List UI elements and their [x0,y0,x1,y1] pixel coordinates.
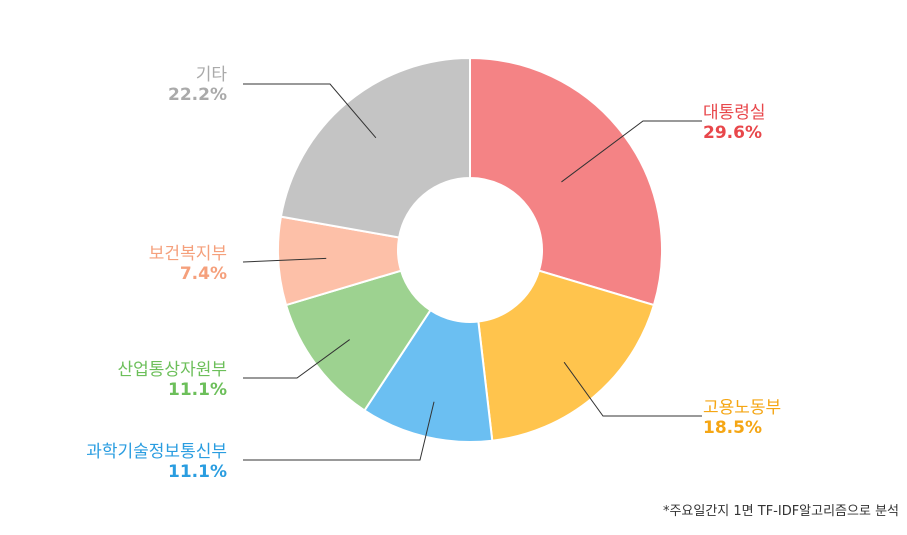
slice-label-4: 산업통상자원부 [118,360,227,380]
slice-label-2: 고용노동부 [703,398,781,418]
slice-1 [469,56,663,307]
slice-value-1: 29.6% [703,123,762,143]
slice-label-1: 대통령실 [703,103,766,123]
slice-labels: 대통령실29.6%고용노동부18.5%과학기술정보통신부11.1%산업통상자원부… [86,65,781,482]
slice-value-2: 18.5% [703,418,762,438]
slice-value-4: 11.1% [168,380,227,400]
footnote: *주요일간지 1면 TF-IDF알고리즘으로 분석 [662,504,899,519]
slice-label-6: 기타 [196,65,228,85]
donut-slices [277,56,663,443]
slice-label-5: 보건복지부 [149,244,227,264]
slice-value-3: 11.1% [168,462,227,482]
leader-line-4 [243,339,350,379]
leader-line-5 [242,257,327,263]
slice-label-3: 과학기술정보통신부 [86,442,227,462]
slice-value-6: 22.2% [168,85,227,105]
leader-line-6 [243,83,377,139]
leader-line-2 [563,361,702,417]
leader-line-1 [561,120,702,183]
slice-2 [477,269,656,442]
slice-6 [279,56,471,239]
leader-lines [242,83,702,461]
leader-line-3 [243,401,435,461]
slice-value-5: 7.4% [180,264,227,284]
